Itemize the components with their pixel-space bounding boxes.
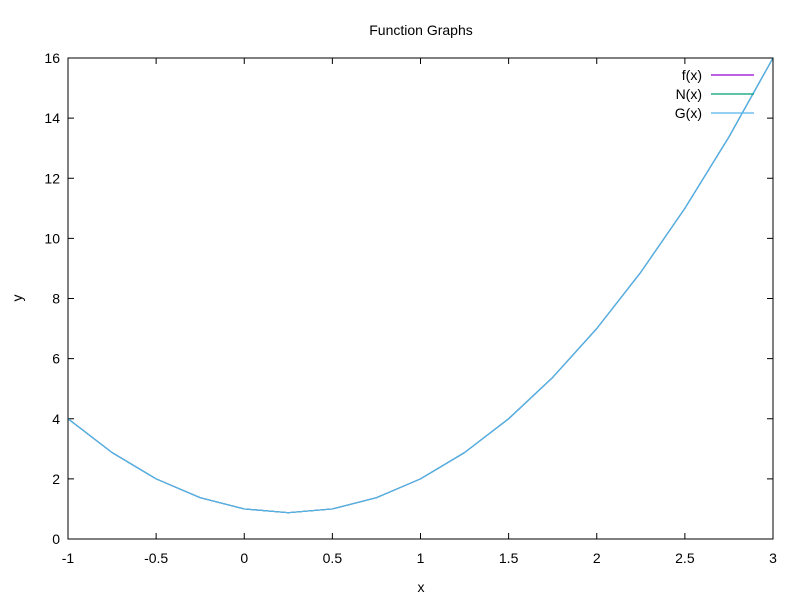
x-tick-label: 3 bbox=[769, 550, 777, 566]
x-tick-label: 2.5 bbox=[675, 550, 695, 566]
series-line-3 bbox=[67, 57, 774, 514]
y-tick-label: 6 bbox=[52, 351, 60, 367]
x-tick-label: -1 bbox=[62, 550, 75, 566]
y-tick-label: 4 bbox=[52, 411, 60, 427]
y-tick-label: 10 bbox=[44, 230, 60, 246]
chart-title: Function Graphs bbox=[369, 22, 473, 38]
legend-label: G(x) bbox=[675, 105, 702, 121]
x-tick-label: 1 bbox=[417, 550, 425, 566]
x-axis-label: x bbox=[418, 579, 425, 595]
y-tick-label: 2 bbox=[52, 471, 60, 487]
legend: f(x) N(x) G(x) bbox=[675, 67, 754, 121]
legend-label: f(x) bbox=[682, 67, 702, 83]
y-tick-label: 8 bbox=[52, 291, 60, 307]
y-tick-label: 14 bbox=[44, 110, 60, 126]
x-tick-label: 0 bbox=[240, 550, 248, 566]
x-tick-label: 1.5 bbox=[499, 550, 519, 566]
y-tick-label: 12 bbox=[44, 170, 60, 186]
x-tick-label: 2 bbox=[593, 550, 601, 566]
plot-border bbox=[67, 57, 774, 540]
series-line-1 bbox=[67, 57, 774, 514]
y-axis-label: y bbox=[9, 295, 25, 302]
y-tick-label: 0 bbox=[52, 531, 60, 547]
series-line-2 bbox=[67, 57, 774, 514]
series-lines bbox=[67, 57, 774, 514]
y-tick-label: 16 bbox=[44, 50, 60, 66]
x-tick-label: -0.5 bbox=[144, 550, 168, 566]
x-tick-label: 0.5 bbox=[323, 550, 343, 566]
axis-ticks: -1 -0.5 0 0.5 1 1.5 2 2.5 3 0 2 4 6 8 10 12 14 16 bbox=[44, 50, 777, 566]
legend-label: N(x) bbox=[676, 86, 702, 102]
